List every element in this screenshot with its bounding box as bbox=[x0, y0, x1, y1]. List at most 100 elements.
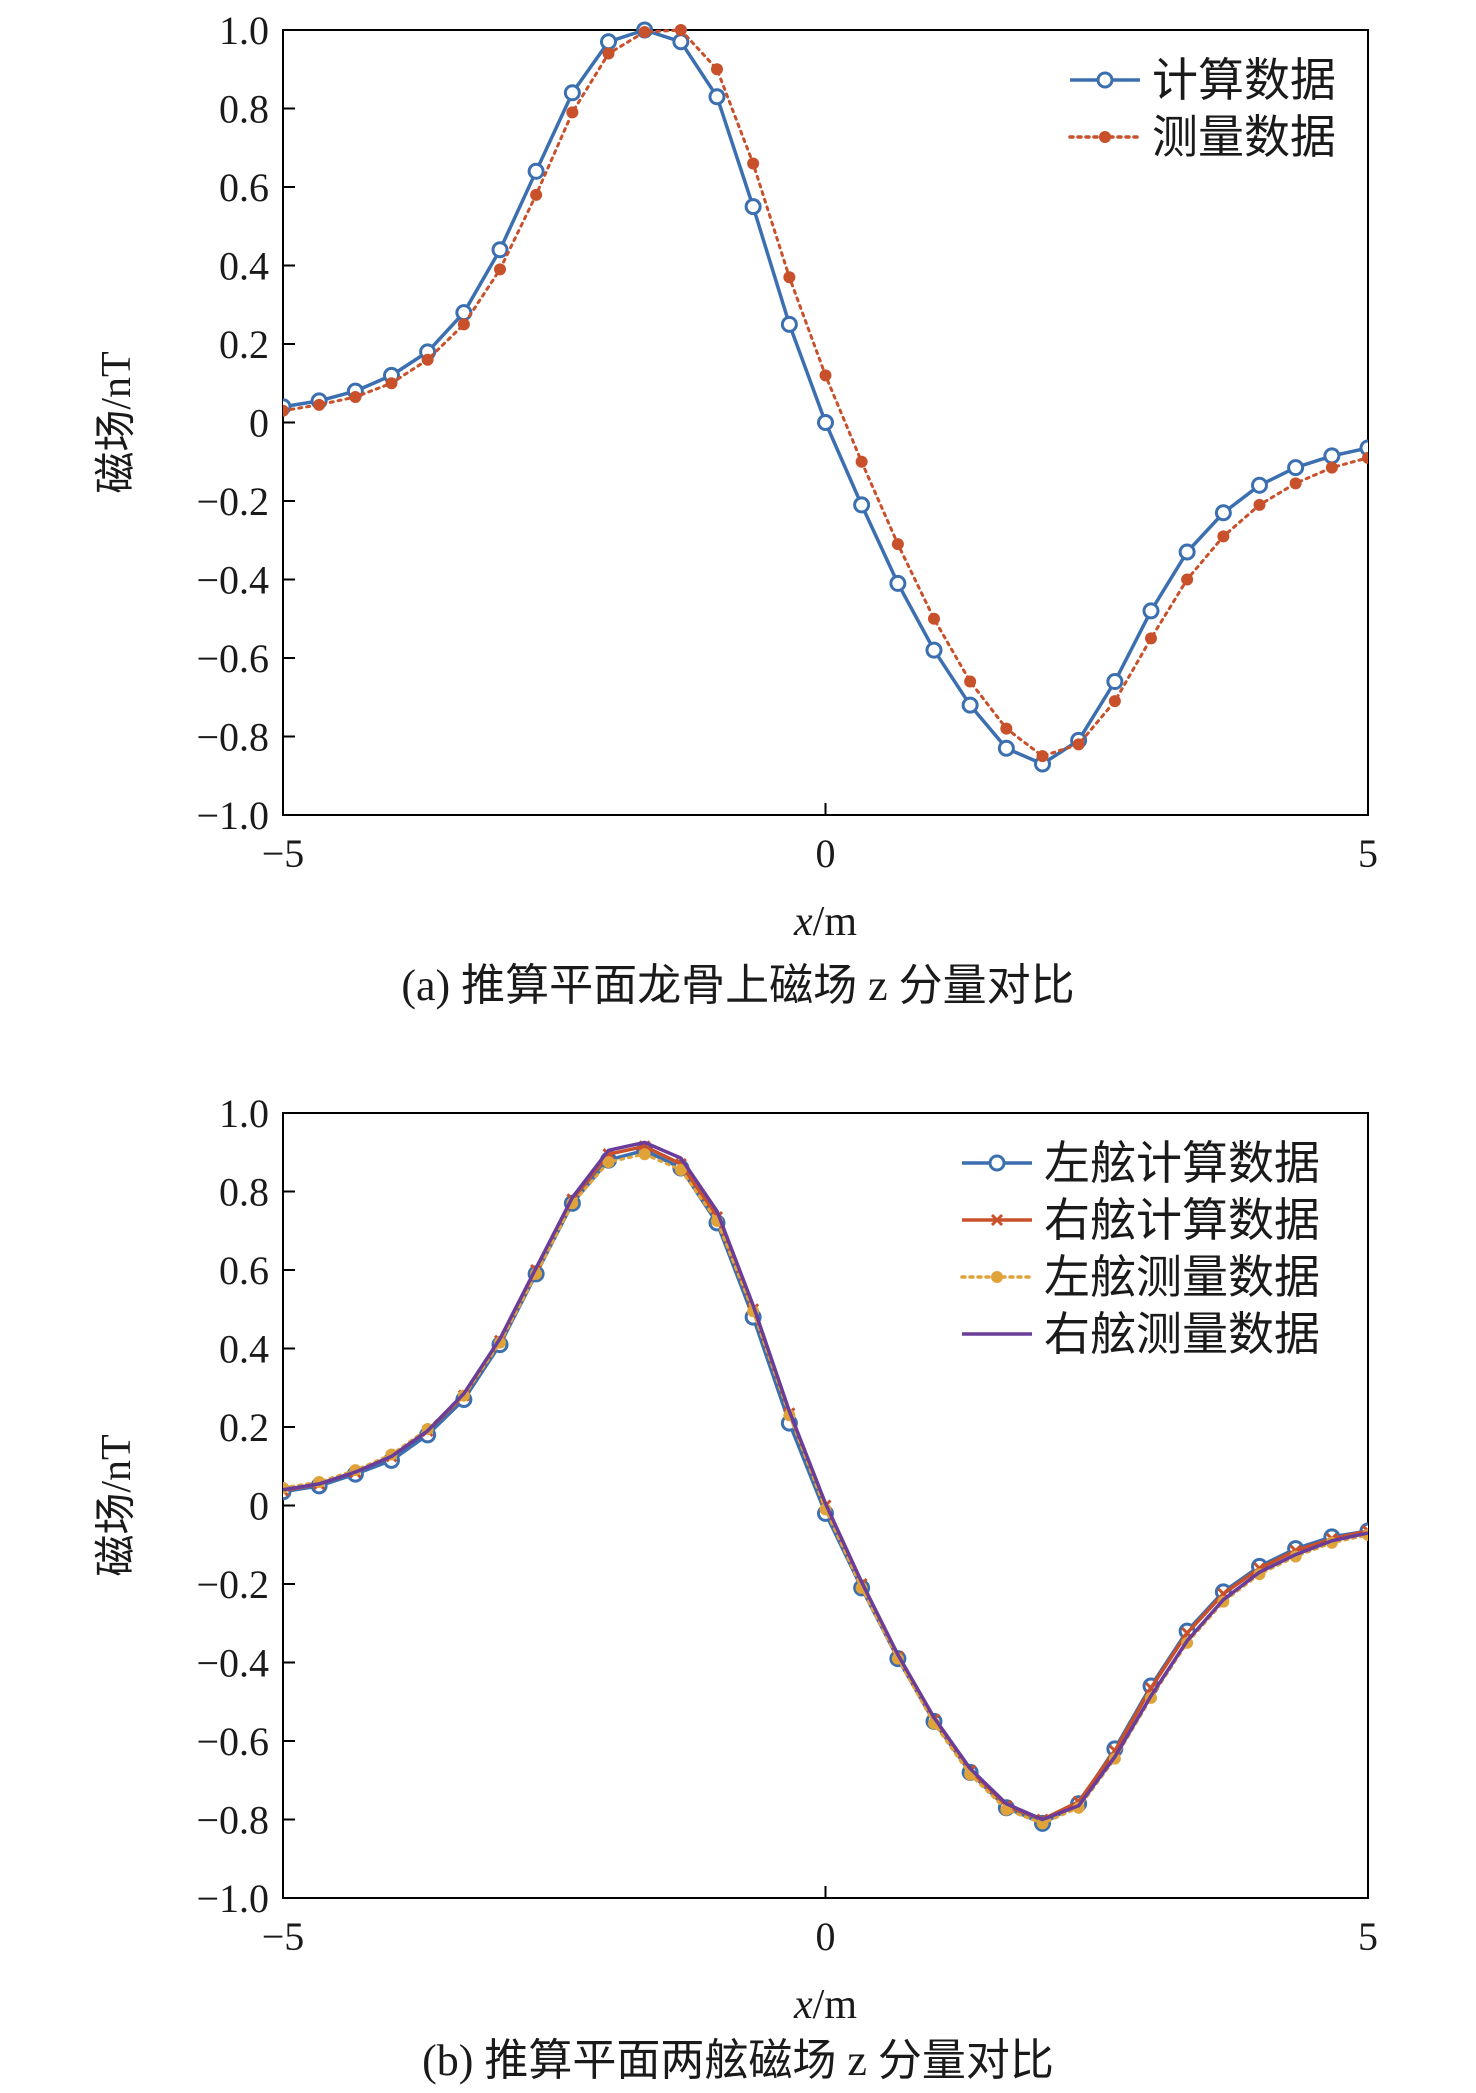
y-tick-label: 0.2 bbox=[219, 322, 269, 367]
y-tick-label: −0.4 bbox=[196, 558, 269, 603]
legend-marker bbox=[991, 1271, 1003, 1283]
data-point bbox=[1072, 738, 1085, 751]
y-tick-label: 0 bbox=[249, 1484, 269, 1529]
data-point bbox=[747, 157, 760, 170]
data-point bbox=[997, 739, 1015, 757]
data-point bbox=[1289, 477, 1302, 490]
legend-label: 右舷计算数据 bbox=[1044, 1195, 1320, 1246]
data-point bbox=[674, 24, 687, 36]
data-point bbox=[1323, 447, 1341, 465]
data-point bbox=[455, 304, 473, 322]
legend-label: 右舷测量数据 bbox=[1044, 1309, 1320, 1360]
y-axis-label: 磁场/nT bbox=[94, 351, 140, 493]
legend-label: 左舷测量数据 bbox=[1044, 1252, 1320, 1303]
plot-area bbox=[283, 21, 1368, 773]
data-point bbox=[1142, 602, 1160, 620]
x-tick-label: 5 bbox=[1358, 831, 1378, 876]
data-point bbox=[527, 162, 545, 180]
data-point bbox=[566, 106, 579, 119]
legend-marker bbox=[988, 1154, 1006, 1172]
y-tick-label: 0.4 bbox=[219, 1327, 269, 1372]
y-tick-label: −0.4 bbox=[196, 1641, 269, 1686]
legend-marker bbox=[990, 1213, 1004, 1227]
legend-label: 计算数据 bbox=[1152, 55, 1336, 106]
y-tick-label: 0 bbox=[249, 401, 269, 446]
data-point bbox=[1251, 476, 1268, 494]
data-point bbox=[457, 318, 470, 331]
data-point bbox=[600, 33, 617, 51]
data-point bbox=[1145, 632, 1157, 645]
data-point bbox=[602, 1156, 615, 1169]
legend-marker bbox=[1099, 131, 1111, 143]
data-point bbox=[1287, 459, 1305, 477]
data-point bbox=[421, 353, 434, 366]
data-point bbox=[1217, 530, 1230, 543]
x-tick-label: 0 bbox=[816, 831, 836, 876]
data-point bbox=[494, 263, 506, 276]
y-tick-label: −0.8 bbox=[196, 1798, 269, 1843]
data-point bbox=[1036, 750, 1049, 763]
caption-b: (b) 推算平面两舷磁场 z 分量对比 bbox=[422, 2036, 1054, 2085]
data-point bbox=[638, 1148, 651, 1161]
data-point bbox=[385, 377, 398, 390]
data-point bbox=[891, 538, 904, 551]
data-point bbox=[674, 1163, 687, 1176]
data-point bbox=[1072, 1801, 1085, 1814]
data-point bbox=[744, 198, 762, 216]
y-tick-label: 0.4 bbox=[219, 244, 269, 289]
y-tick-label: −0.2 bbox=[196, 1562, 269, 1607]
x-tick-label: −5 bbox=[262, 831, 305, 876]
y-tick-label: −0.8 bbox=[196, 715, 269, 760]
plot-area bbox=[283, 1140, 1368, 1832]
x-axis-label: x/m bbox=[793, 899, 857, 945]
series-line-1 bbox=[283, 1144, 1368, 1822]
y-tick-label: 0.2 bbox=[219, 1405, 269, 1450]
legend-label: 左舷计算数据 bbox=[1044, 1138, 1320, 1189]
y-axis-label: 磁场/nT bbox=[94, 1434, 140, 1576]
y-tick-label: 0.8 bbox=[219, 87, 269, 132]
data-point bbox=[563, 84, 581, 102]
data-point bbox=[1253, 498, 1266, 511]
x-tick-label: 0 bbox=[816, 1914, 836, 1959]
data-point bbox=[853, 496, 871, 514]
data-point bbox=[1106, 673, 1124, 691]
data-point bbox=[491, 241, 509, 259]
x-tick-label: 5 bbox=[1358, 1914, 1378, 1959]
data-point bbox=[711, 63, 723, 76]
y-tick-label: −0.2 bbox=[196, 479, 269, 524]
y-tick-label: 0.6 bbox=[219, 165, 269, 210]
y-tick-label: −1.0 bbox=[196, 793, 269, 838]
data-point bbox=[819, 369, 832, 382]
x-axis-label: x/m bbox=[793, 1982, 857, 2028]
data-point bbox=[530, 188, 543, 201]
data-point bbox=[1108, 695, 1121, 708]
data-point bbox=[961, 696, 979, 714]
data-point bbox=[817, 414, 834, 431]
data-point bbox=[925, 641, 943, 659]
data-point bbox=[638, 25, 651, 38]
data-point bbox=[349, 390, 362, 403]
data-point bbox=[780, 315, 798, 333]
data-point bbox=[1181, 573, 1194, 586]
data-point bbox=[889, 574, 907, 592]
panel-b: 1.0 0.8 0.6 0.4 0.2 0 −0.2 −0.4 −0.6 −0.8 −1.0−5 0 5… bbox=[94, 1091, 1378, 2028]
y-tick-label: −0.6 bbox=[196, 1719, 269, 1764]
data-point bbox=[1359, 439, 1368, 457]
y-tick-label: −1.0 bbox=[196, 1876, 269, 1921]
y-tick-label: 0.8 bbox=[219, 1170, 269, 1215]
data-point bbox=[1036, 1817, 1049, 1830]
data-point bbox=[855, 455, 868, 468]
y-tick-label: −0.6 bbox=[196, 636, 269, 681]
data-point bbox=[1362, 451, 1368, 464]
data-point bbox=[602, 47, 615, 60]
y-tick-label: 0.6 bbox=[219, 1248, 269, 1293]
data-point bbox=[283, 404, 289, 417]
data-point bbox=[313, 398, 326, 411]
y-tick-label: 1.0 bbox=[219, 1091, 269, 1136]
panel-a: 1.0 0.8 0.6 0.4 0.2 0 −0.2 −0.4 −0.6 −0.8 −1.0−5 0 5… bbox=[94, 8, 1378, 945]
data-point bbox=[783, 271, 796, 284]
data-point bbox=[928, 612, 940, 625]
